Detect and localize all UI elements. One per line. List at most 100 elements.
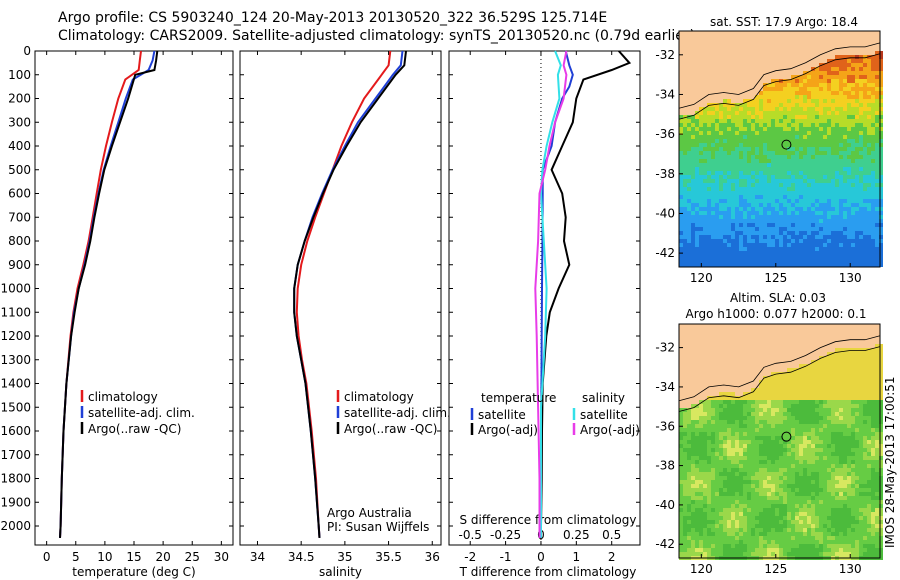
ocean-cell: [767, 119, 771, 123]
ocean-cell: [763, 496, 767, 500]
ocean-cell: [771, 396, 775, 400]
ocean-cell: [787, 215, 791, 219]
ocean-cell: [847, 251, 851, 255]
ocean-cell: [843, 420, 847, 424]
ocean-cell: [739, 255, 743, 259]
ocean-cell: [827, 167, 831, 171]
ocean-cell: [763, 223, 767, 227]
ocean-cell: [727, 392, 731, 396]
ocean-cell: [823, 207, 827, 211]
ocean-cell: [787, 404, 791, 408]
ocean-cell: [843, 207, 847, 211]
ocean-cell: [747, 135, 751, 139]
ocean-cell: [795, 143, 799, 147]
ocean-cell: [699, 139, 703, 143]
ocean-cell: [711, 416, 715, 420]
ocean-cell: [827, 456, 831, 460]
ocean-cell: [807, 251, 811, 255]
depth-tick-label: 100: [8, 68, 31, 82]
ocean-cell: [751, 131, 755, 135]
depth-tick-label: 200: [8, 92, 31, 106]
ocean-cell: [703, 199, 707, 203]
ocean-cell: [855, 71, 859, 75]
ocean-cell: [815, 524, 819, 528]
ocean-cell: [731, 247, 735, 251]
ocean-cell: [807, 484, 811, 488]
ocean-cell: [771, 540, 775, 544]
ocean-cell: [703, 143, 707, 147]
ocean-cell: [747, 163, 751, 167]
ocean-cell: [695, 492, 699, 496]
ocean-cell: [843, 111, 847, 115]
ocean-cell: [683, 528, 687, 532]
ocean-cell: [815, 508, 819, 512]
ocean-cell: [779, 424, 783, 428]
ocean-cell: [775, 448, 779, 452]
ocean-cell: [851, 227, 855, 231]
ocean-cell: [863, 211, 867, 215]
ocean-cell: [759, 103, 763, 107]
ocean-cell: [715, 420, 719, 424]
ocean-cell: [811, 91, 815, 95]
ocean-cell: [739, 175, 743, 179]
ocean-cell: [739, 179, 743, 183]
ocean-cell: [851, 155, 855, 159]
ocean-cell: [799, 524, 803, 528]
ocean-cell: [847, 143, 851, 147]
ocean-cell: [719, 191, 723, 195]
ocean-cell: [791, 87, 795, 91]
ocean-cell: [719, 111, 723, 115]
ocean-cell: [795, 384, 799, 388]
ocean-cell: [879, 524, 883, 528]
ocean-cell: [723, 420, 727, 424]
ocean-cell: [819, 67, 823, 71]
ocean-cell: [747, 199, 751, 203]
ocean-cell: [851, 79, 855, 83]
ocean-cell: [831, 119, 835, 123]
ocean-cell: [783, 420, 787, 424]
ocean-cell: [699, 155, 703, 159]
ocean-cell: [775, 532, 779, 536]
ocean-cell: [823, 416, 827, 420]
ocean-cell: [875, 131, 879, 135]
ocean-cell: [759, 179, 763, 183]
ocean-cell: [799, 552, 803, 556]
ocean-cell: [695, 416, 699, 420]
ocean-cell: [763, 215, 767, 219]
ocean-cell: [759, 552, 763, 556]
ocean-cell: [811, 384, 815, 388]
ocean-cell: [867, 151, 871, 155]
ocean-cell: [767, 107, 771, 111]
ocean-cell: [751, 239, 755, 243]
ocean-cell: [851, 448, 855, 452]
ocean-cell: [835, 239, 839, 243]
ocean-cell: [867, 532, 871, 536]
ocean-cell: [791, 540, 795, 544]
ocean-cell: [751, 388, 755, 392]
ocean-cell: [819, 227, 823, 231]
ocean-cell: [707, 163, 711, 167]
ocean-cell: [827, 432, 831, 436]
ocean-cell: [851, 492, 855, 496]
ocean-cell: [783, 476, 787, 480]
ocean-cell: [747, 416, 751, 420]
ocean-cell: [679, 219, 683, 223]
ocean-cell: [743, 400, 747, 404]
ocean-cell: [691, 243, 695, 247]
ocean-cell: [859, 171, 863, 175]
ocean-cell: [843, 408, 847, 412]
ocean-cell: [819, 187, 823, 191]
ocean-cell: [695, 251, 699, 255]
ocean-cell: [859, 199, 863, 203]
ocean-cell: [847, 91, 851, 95]
ocean-cell: [799, 440, 803, 444]
ocean-cell: [751, 416, 755, 420]
ocean-cell: [723, 400, 727, 404]
ocean-cell: [767, 492, 771, 496]
ocean-cell: [679, 179, 683, 183]
ocean-cell: [839, 448, 843, 452]
ocean-cell: [751, 436, 755, 440]
ocean-cell: [879, 444, 883, 448]
ocean-cell: [819, 79, 823, 83]
ocean-cell: [755, 207, 759, 211]
